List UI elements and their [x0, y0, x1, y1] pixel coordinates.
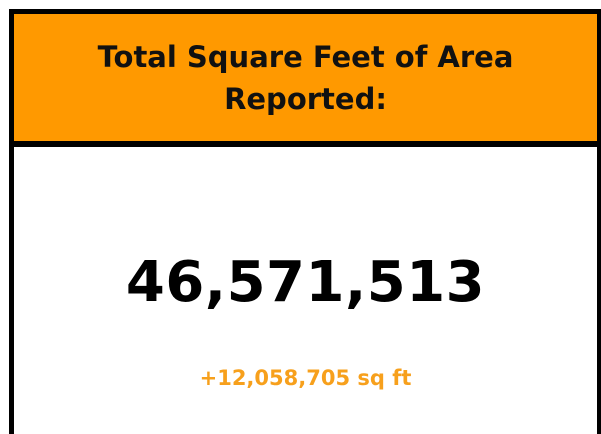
card-title: Total Square Feet of Area Reported: — [97, 39, 514, 116]
page: {"header": {"title": "Total Square Feet … — [9, 9, 601, 434]
card-header: Total Square Feet of Area Reported: — [14, 14, 597, 147]
metric-value: 46,571,513 — [125, 250, 486, 315]
metric-change: +12,058,705 sq ft — [199, 366, 412, 390]
kpi-card: Total Square Feet of Area Reported: 46,5… — [9, 9, 601, 434]
